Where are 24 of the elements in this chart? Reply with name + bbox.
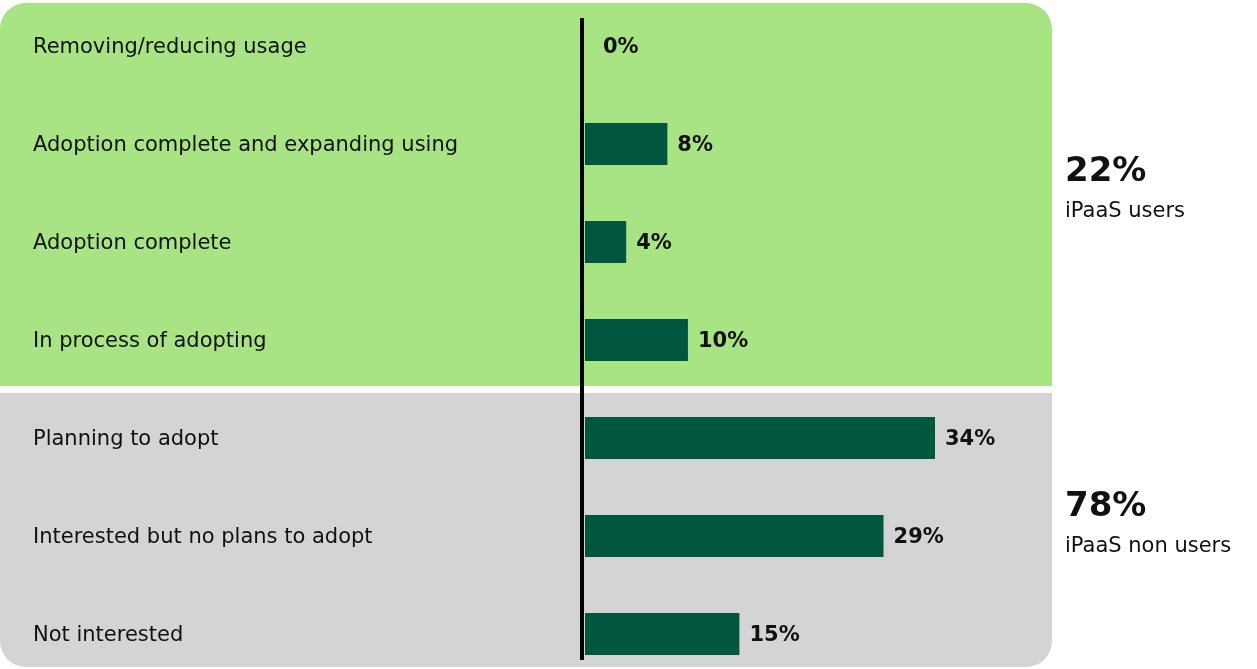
- y-tick-label: Adoption complete: [33, 230, 232, 255]
- y-tick-label: Removing/reducing usage: [33, 34, 307, 59]
- data-label: 10%: [697, 328, 749, 353]
- data-label: 15%: [749, 622, 800, 647]
- bar: [585, 417, 935, 459]
- bar: [585, 515, 884, 557]
- data-label: 0%: [603, 34, 639, 59]
- text: iPaaS non users: [1065, 533, 1232, 557]
- text: iPaaS users: [1065, 197, 1186, 222]
- data-label: 34%: [945, 426, 996, 451]
- y-tick-label: Not interested: [33, 622, 184, 647]
- bar: [585, 123, 668, 165]
- bar: [585, 221, 627, 263]
- text: 22%: [1065, 148, 1147, 189]
- data-label: 4%: [636, 230, 672, 255]
- data-label: 8%: [677, 132, 714, 157]
- y-tick-label: Adoption complete and expanding using: [33, 132, 459, 157]
- y-tick-label: In process of adopting: [33, 328, 267, 353]
- bar: [585, 613, 740, 655]
- y-tick-label: Planning to adopt: [33, 426, 219, 451]
- bar: [585, 319, 688, 361]
- data-label: 29%: [893, 524, 944, 549]
- y-tick-label: Interested but no plans to adopt: [33, 524, 373, 549]
- text: 78%: [1065, 484, 1147, 524]
